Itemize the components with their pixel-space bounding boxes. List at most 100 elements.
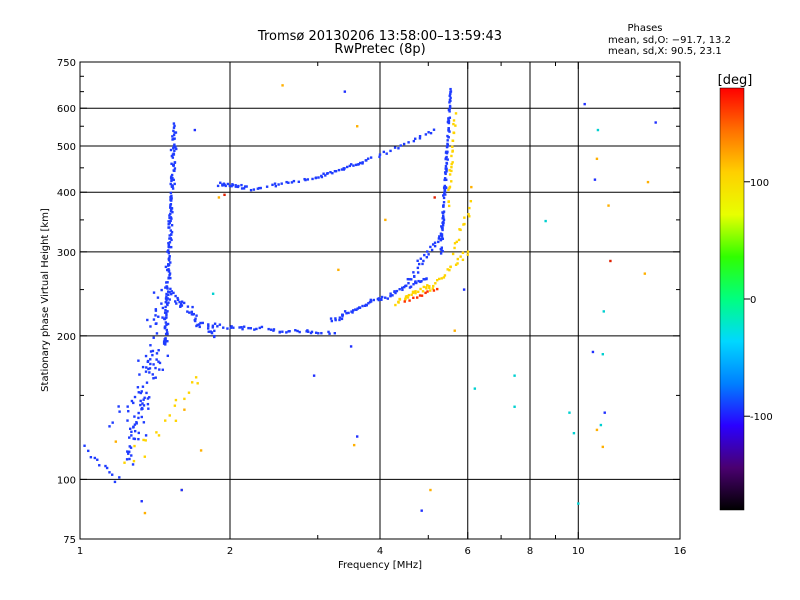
data-point bbox=[164, 308, 167, 312]
data-point bbox=[149, 350, 153, 353]
data-point bbox=[408, 278, 411, 281]
data-point bbox=[348, 164, 352, 168]
data-point bbox=[444, 156, 448, 160]
data-point bbox=[176, 298, 180, 302]
data-point bbox=[599, 423, 603, 427]
data-point bbox=[167, 245, 171, 248]
data-point bbox=[137, 411, 140, 415]
data-point bbox=[170, 207, 173, 210]
data-point bbox=[161, 316, 164, 319]
data-point bbox=[356, 435, 359, 438]
data-point bbox=[243, 185, 247, 188]
data-point bbox=[337, 168, 341, 172]
data-point bbox=[173, 149, 176, 152]
data-point bbox=[234, 185, 238, 188]
data-point bbox=[152, 336, 155, 339]
data-point bbox=[224, 184, 227, 188]
data-point bbox=[466, 253, 469, 256]
data-point bbox=[311, 177, 314, 181]
data-point bbox=[149, 362, 152, 366]
data-point bbox=[337, 268, 340, 272]
colorbar-ticks: 100 0 -100 bbox=[744, 178, 773, 423]
data-point bbox=[168, 214, 171, 217]
data-point bbox=[172, 133, 176, 137]
y-tick-label: 400 bbox=[57, 188, 76, 199]
data-point bbox=[352, 164, 355, 167]
data-point bbox=[170, 290, 173, 293]
data-point bbox=[171, 135, 174, 138]
data-point bbox=[168, 216, 171, 220]
data-point bbox=[445, 150, 449, 154]
data-point bbox=[455, 240, 458, 244]
data-point bbox=[144, 439, 147, 442]
data-point bbox=[278, 331, 281, 334]
data-point bbox=[398, 298, 402, 301]
data-point bbox=[451, 161, 454, 164]
data-point bbox=[354, 163, 358, 167]
data-point bbox=[137, 431, 140, 435]
data-point bbox=[154, 309, 158, 312]
data-point bbox=[253, 328, 256, 331]
data-point bbox=[452, 122, 455, 126]
data-point bbox=[130, 430, 133, 434]
y-tick-label: 300 bbox=[57, 248, 76, 259]
data-point bbox=[170, 224, 174, 227]
data-point bbox=[173, 169, 176, 173]
data-point bbox=[217, 196, 221, 199]
data-point bbox=[166, 281, 169, 284]
data-point bbox=[364, 303, 368, 307]
data-point bbox=[432, 289, 436, 292]
data-point bbox=[108, 425, 111, 428]
data-point bbox=[513, 374, 516, 377]
data-point bbox=[213, 335, 216, 339]
data-point bbox=[154, 376, 157, 379]
data-point bbox=[368, 300, 372, 304]
data-point bbox=[172, 146, 175, 149]
data-point bbox=[131, 463, 135, 466]
data-point bbox=[170, 292, 173, 296]
data-point bbox=[439, 238, 443, 241]
data-point bbox=[125, 458, 129, 461]
data-point bbox=[449, 87, 452, 91]
data-point bbox=[165, 313, 168, 317]
data-point bbox=[437, 240, 440, 244]
data-point bbox=[163, 317, 167, 321]
data-point bbox=[164, 332, 168, 336]
data-point bbox=[450, 180, 453, 183]
data-point bbox=[427, 253, 430, 256]
data-point bbox=[168, 237, 171, 240]
data-point bbox=[130, 454, 133, 457]
data-point bbox=[166, 332, 169, 336]
data-point bbox=[447, 200, 450, 203]
data-point bbox=[412, 139, 416, 143]
data-point bbox=[442, 194, 445, 197]
data-point bbox=[171, 176, 174, 180]
data-point bbox=[378, 155, 381, 159]
data-point bbox=[443, 177, 447, 180]
data-point bbox=[132, 401, 135, 405]
data-point bbox=[398, 288, 401, 291]
data-point bbox=[450, 162, 453, 166]
data-point bbox=[438, 277, 441, 281]
data-point bbox=[142, 398, 145, 401]
data-point bbox=[133, 395, 137, 399]
data-point bbox=[402, 142, 406, 146]
data-point bbox=[408, 286, 412, 289]
data-point bbox=[341, 313, 344, 316]
data-point bbox=[314, 331, 318, 334]
data-point bbox=[149, 358, 152, 361]
data-point bbox=[164, 301, 167, 304]
data-point bbox=[445, 170, 448, 173]
data-point bbox=[98, 464, 101, 467]
data-point bbox=[461, 258, 465, 262]
data-point bbox=[151, 353, 154, 357]
data-point bbox=[357, 162, 361, 166]
data-point bbox=[155, 431, 158, 434]
data-point bbox=[172, 129, 175, 133]
data-point bbox=[152, 318, 156, 321]
colorbar-label: [deg] bbox=[718, 73, 753, 88]
data-point bbox=[137, 359, 140, 362]
data-point bbox=[168, 298, 171, 301]
data-point bbox=[174, 300, 177, 303]
data-point bbox=[240, 326, 243, 329]
